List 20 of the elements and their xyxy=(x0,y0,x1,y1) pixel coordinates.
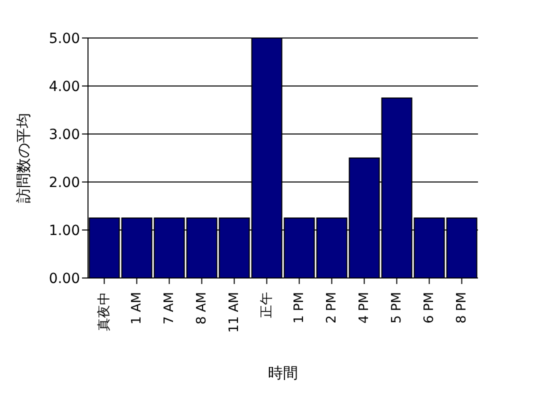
y-tick-label: 0.00 xyxy=(48,270,80,287)
x-tick-label: 1 AM xyxy=(129,292,144,325)
x-tick-label: 11 AM xyxy=(226,292,242,333)
y-tick-label: 1.00 xyxy=(48,222,80,239)
x-axis-title: 時間 xyxy=(268,364,298,382)
x-tick-label: 8 PM xyxy=(454,292,470,324)
x-tick-label: 4 PM xyxy=(356,292,372,324)
x-tick-label: 7 AM xyxy=(162,292,177,325)
x-tick-label: 8 AM xyxy=(194,292,210,325)
y-tick-label: 5.00 xyxy=(48,30,80,47)
x-tick-label: 1 PM xyxy=(292,292,307,324)
x-tick-label: 2 PM xyxy=(324,292,340,324)
x-tick-label: 正午 xyxy=(259,292,274,318)
y-axis-title: 訪問数の平均 xyxy=(14,113,32,203)
y-tick-label: 4.00 xyxy=(48,78,80,95)
y-tick-label: 2.00 xyxy=(48,174,80,191)
x-tick-label: 真夜中 xyxy=(96,292,112,331)
x-tick-label: 5 PM xyxy=(389,292,404,324)
y-tick-label: 3.00 xyxy=(48,126,80,143)
x-tick-label: 6 PM xyxy=(422,292,437,324)
